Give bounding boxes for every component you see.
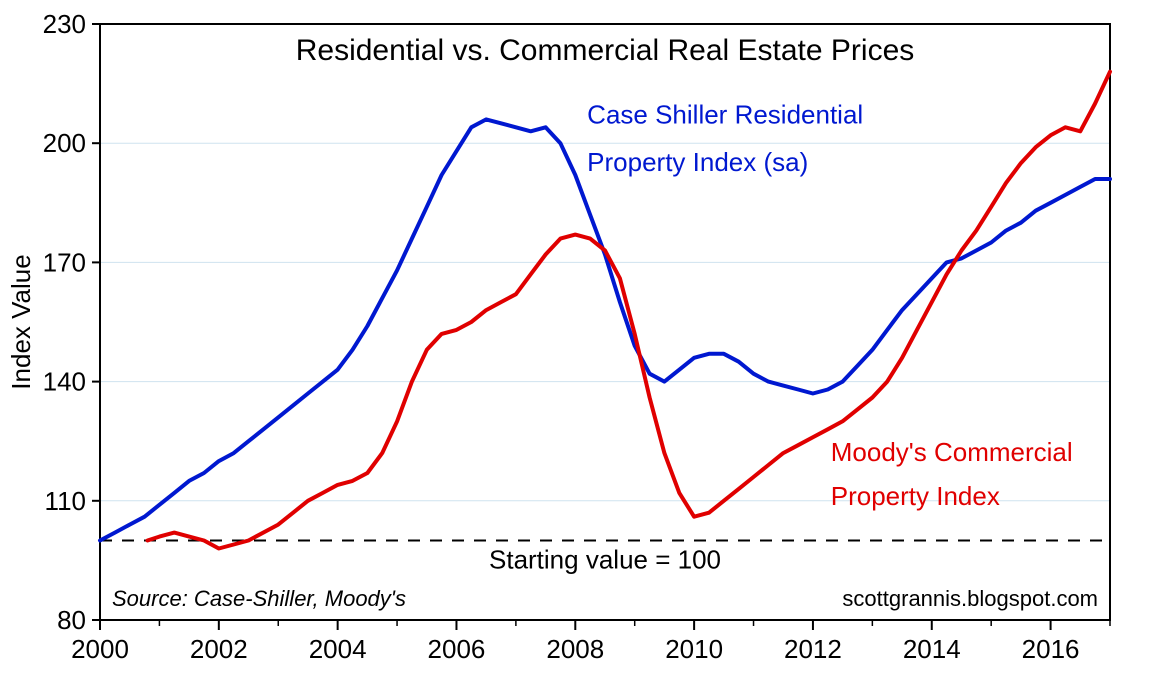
commercial-label-2: Property Index (831, 481, 1000, 511)
y-axis-label: Index Value (6, 254, 36, 389)
x-tick-label: 2006 (428, 634, 486, 664)
chart-title: Residential vs. Commercial Real Estate P… (296, 34, 915, 67)
x-tick-label: 2002 (190, 634, 248, 664)
chart-container: 2000 2002 2004 2006 2008 2010 2012 2014 2016 80 11… (0, 0, 1164, 678)
y-tick-label: 80 (57, 605, 86, 635)
y-tick-label: 110 (45, 486, 86, 516)
y-tick-label: 170 (43, 247, 86, 277)
baseline-label: Starting value = 100 (489, 545, 721, 575)
chart-svg: 2000 2002 2004 2006 2008 2010 2012 2014 2016 80 11… (0, 0, 1164, 678)
x-tick-label: 2000 (71, 634, 129, 664)
x-tick-label: 2004 (309, 634, 367, 664)
residential-label-1: Case Shiller Residential (587, 99, 863, 129)
x-tick-label: 2012 (784, 634, 842, 664)
x-tick-label: 2014 (903, 634, 961, 664)
source-text: Source: Case-Shiller, Moody's (112, 586, 406, 611)
x-tick-label: 2016 (1022, 634, 1080, 664)
y-tick-label: 200 (43, 128, 86, 158)
commercial-label-1: Moody's Commercial (831, 437, 1073, 467)
y-tick-label: 140 (43, 367, 86, 397)
x-tick-label: 2008 (546, 634, 604, 664)
y-tick-label: 230 (43, 9, 86, 39)
residential-label-2: Property Index (sa) (587, 147, 808, 177)
attribution-text: scottgrannis.blogspot.com (842, 586, 1098, 611)
x-tick-label: 2010 (665, 634, 723, 664)
